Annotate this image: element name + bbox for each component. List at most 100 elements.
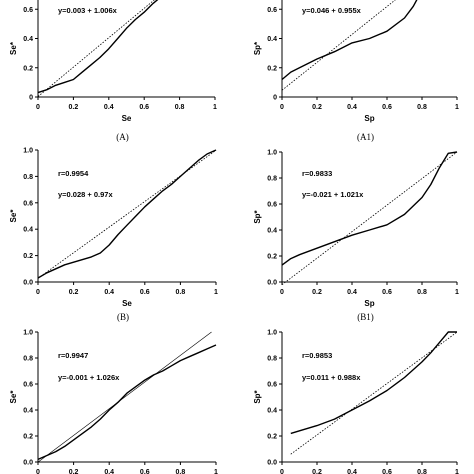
y-tick-label: 0.8 [23,356,33,363]
y-axis-label: Sp* [253,41,262,55]
reference-line [37,149,217,279]
x-tick-label: 1 [214,289,218,296]
y-tick-label: 0.6 [23,200,33,207]
annotation-text: y=-0.001 + 1.026x [58,373,120,382]
x-tick-label: 0 [36,104,40,111]
y-tick-label: 0.6 [267,202,277,209]
y-tick-label: 0.4 [267,36,277,43]
x-tick-label: 0.2 [312,469,322,474]
x-tick-label: 0.8 [417,289,427,296]
y-tick-label: 0.0 [267,280,277,287]
x-tick-label: 0.2 [312,289,322,296]
chart-panel-5: 0 0.2 0.4 0.6 0.8 1 0.0 0.2 0.4 0.6 0.8 1.0 Se* r=0.9… [9,330,218,474]
chart-panel-3: 0 0.2 0.4 0.6 0.8 1 0.0 0.2 0.4 0.6 0.8 1.0 Se Se* r=0… [9,148,218,323]
x-tick-label: 0 [280,289,284,296]
y-tick-label: 0.4 [23,36,33,43]
y-tick-label: 0.8 [267,176,277,183]
x-tick-label: 0.4 [347,104,357,111]
data-series-line [37,149,217,279]
data-series-line [37,344,217,461]
panel-label: (A1) [357,132,374,142]
y-tick-label: 1.0 [23,148,33,155]
y-tick-label: 0.4 [23,227,33,234]
y-tick-label: 0.6 [267,7,277,14]
x-tick-label: 0 [280,469,284,474]
annotation-text: y=0.046 + 0.955x [302,6,362,15]
y-axis-label: Sp* [253,389,262,403]
x-tick-label: 0.8 [175,104,185,111]
x-tick-label: 0.6 [140,289,150,296]
y-tick-label: 0.2 [267,434,277,441]
reference-line [37,0,155,97]
annotation-text: r=0.9833 [302,169,332,178]
y-tick-label: 0.2 [23,434,33,441]
chart-panel-4: 0 0.2 0.4 0.6 0.8 1 0.0 0.2 0.4 0.6 0.8 1.0 Sp Sp* r=0… [253,150,459,323]
data-series-line [290,331,457,435]
x-tick-label: 0.6 [139,104,149,111]
reference-line [281,151,458,286]
panel-label: (B) [117,312,129,322]
annotation-text: r=0.9947 [58,351,88,360]
y-tick-label: 0.8 [23,174,33,181]
y-axis-label: Se* [9,209,18,223]
x-tick-label: 1 [214,469,218,474]
chart-panel-6: 0 0.2 0.4 0.6 0.8 1 0.0 0.2 0.4 0.6 0.8 1.0 Sp* r=0.9… [253,330,459,474]
x-tick-label: 0.2 [69,469,79,474]
panel-label: (A) [116,132,129,142]
data-series-line [281,151,458,266]
x-tick-label: 0 [36,289,40,296]
annotation-text: y=0.003 + 1.006x [58,6,118,15]
y-tick-label: 0.0 [23,280,33,287]
x-tick-label: 0.6 [382,469,392,474]
x-tick-label: 0.4 [104,289,114,296]
y-tick-label: 0.2 [23,253,33,260]
x-tick-label: 1 [455,104,459,111]
y-tick-label: 0.0 [23,460,33,467]
x-axis-label: Se [122,299,132,308]
x-tick-label: 0 [280,104,284,111]
panel-label: (B1) [357,312,374,322]
x-tick-label: 1 [455,469,459,474]
x-tick-label: 0.8 [176,289,186,296]
reference-line [281,0,396,91]
x-tick-label: 0 [36,469,40,474]
y-tick-label: 0 [273,95,277,102]
y-tick-label: 1.0 [23,330,33,337]
y-tick-label: 1.0 [267,330,277,337]
x-tick-label: 0.6 [140,469,150,474]
data-series-line [281,0,418,81]
y-axis-label: Sp* [253,209,262,223]
x-axis-label: Sp [364,114,374,123]
y-tick-label: 0.2 [23,65,33,72]
annotation-text: r=0.9853 [302,351,332,360]
y-tick-label: 0.4 [23,408,33,415]
x-tick-label: 1 [213,104,217,111]
x-tick-label: 0.8 [417,104,427,111]
annotation-text: y=-0.021 + 1.021x [302,190,364,199]
x-tick-label: 0.8 [176,469,186,474]
x-tick-label: 0.6 [382,104,392,111]
y-tick-label: 0.8 [267,356,277,363]
x-axis-label: Se [122,114,132,123]
y-tick-label: 0.4 [267,228,277,235]
x-tick-label: 0.4 [347,469,357,474]
x-tick-label: 0.4 [347,289,357,296]
annotation-text: r=0.9954 [58,169,89,178]
x-axis-label: Sp [364,299,374,308]
y-tick-label: 0.2 [267,254,277,261]
annotation-text: y=0.028 + 0.97x [58,190,113,199]
y-axis-label: Se* [9,390,18,404]
x-tick-label: 0.4 [104,104,114,111]
x-tick-label: 0.2 [312,104,322,111]
data-series-line [37,0,159,94]
y-tick-label: 1.0 [267,150,277,157]
x-tick-label: 0.8 [417,469,427,474]
y-tick-label: 0.6 [23,7,33,14]
y-axis-label: Se* [9,41,18,55]
x-tick-label: 1 [455,289,459,296]
chart-panel-1: 0 0.2 0.4 0.6 0.8 1 0 0.2 0.4 0.6 Se Se* y=0.003 + 1… [9,0,217,142]
x-tick-label: 0.2 [69,289,79,296]
y-tick-label: 0.6 [267,382,277,389]
reference-line [37,331,212,463]
